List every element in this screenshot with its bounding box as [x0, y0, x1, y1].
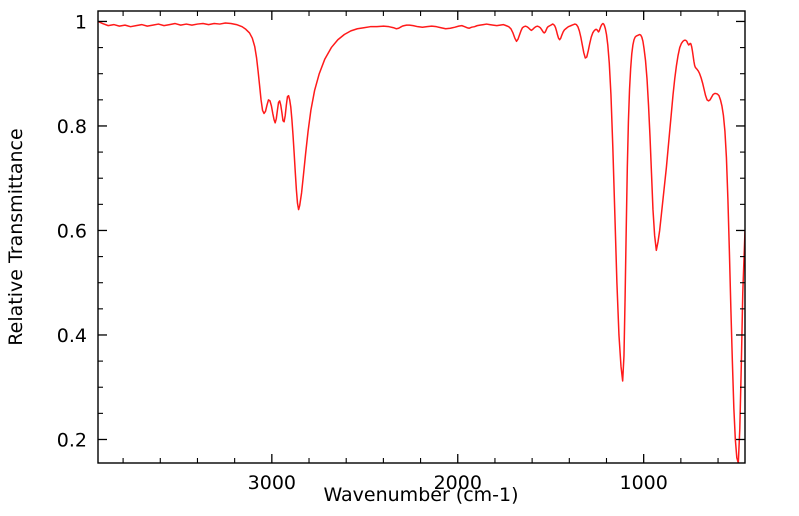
y-tick-label: 0.2 — [57, 429, 87, 451]
x-axis-tick-labels: 3000 2000 1000 — [248, 472, 668, 494]
spectrum-trace — [98, 20, 745, 463]
plot-background — [98, 11, 745, 463]
y-tick-label: 1 — [75, 11, 87, 33]
y-axis-tick-labels: 0.2 0.4 0.6 0.8 1 — [57, 11, 87, 451]
axes-frame — [97, 10, 746, 464]
x-axis-title: Wavenumber (cm-1) — [323, 484, 518, 506]
x-axis-ticks — [122, 11, 719, 463]
y-tick-label: 0.4 — [57, 325, 87, 347]
x-tick-label: 3000 — [248, 472, 296, 494]
y-tick-label: 0.8 — [57, 116, 87, 138]
y-axis-title: Relative Transmittance — [5, 128, 27, 345]
x-tick-label: 2000 — [434, 472, 482, 494]
y-tick-label: 0.6 — [57, 220, 87, 242]
y-axis-ticks — [98, 20, 745, 441]
x-tick-label: 1000 — [619, 472, 667, 494]
